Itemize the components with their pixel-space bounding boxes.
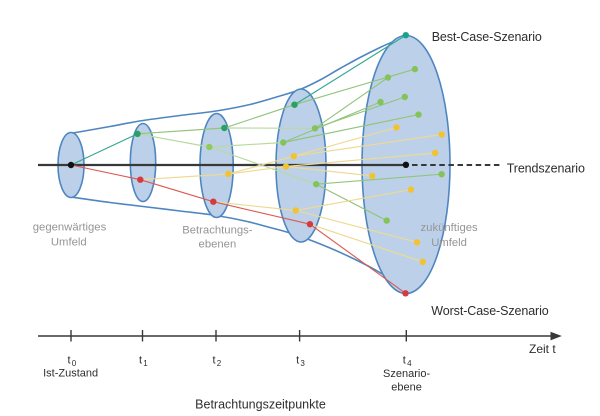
svg-text:t: t	[212, 355, 215, 367]
svg-text:Worst-Case-Szenario: Worst-Case-Szenario	[431, 304, 548, 318]
svg-text:gegenwärtiges: gegenwärtiges	[33, 222, 107, 234]
svg-text:t: t	[67, 355, 70, 367]
svg-text:0: 0	[72, 359, 77, 368]
svg-text:t: t	[403, 355, 406, 367]
svg-text:Umfeld: Umfeld	[51, 236, 87, 248]
svg-text:4: 4	[407, 359, 412, 368]
svg-text:1: 1	[143, 359, 148, 368]
svg-text:2: 2	[217, 359, 222, 368]
svg-text:Ist-Zustand: Ist-Zustand	[43, 368, 98, 380]
svg-text:t: t	[139, 355, 142, 367]
svg-text:ebene: ebene	[391, 382, 422, 394]
svg-text:Betrachtungs-: Betrachtungs-	[182, 225, 253, 237]
svg-text:Szenario-: Szenario-	[383, 368, 430, 380]
svg-text:zukünftiges: zukünftiges	[421, 222, 478, 234]
svg-text:ebenen: ebenen	[199, 238, 237, 250]
svg-text:3: 3	[300, 359, 305, 368]
svg-text:Betrachtungszeitpunkte: Betrachtungszeitpunkte	[195, 398, 326, 412]
svg-text:Umfeld: Umfeld	[431, 237, 467, 249]
svg-text:Trendszenario: Trendszenario	[507, 162, 585, 176]
svg-text:Zeit t: Zeit t	[529, 342, 556, 356]
svg-text:t: t	[296, 355, 299, 367]
svg-text:Best-Case-Szenario: Best-Case-Szenario	[432, 30, 542, 44]
